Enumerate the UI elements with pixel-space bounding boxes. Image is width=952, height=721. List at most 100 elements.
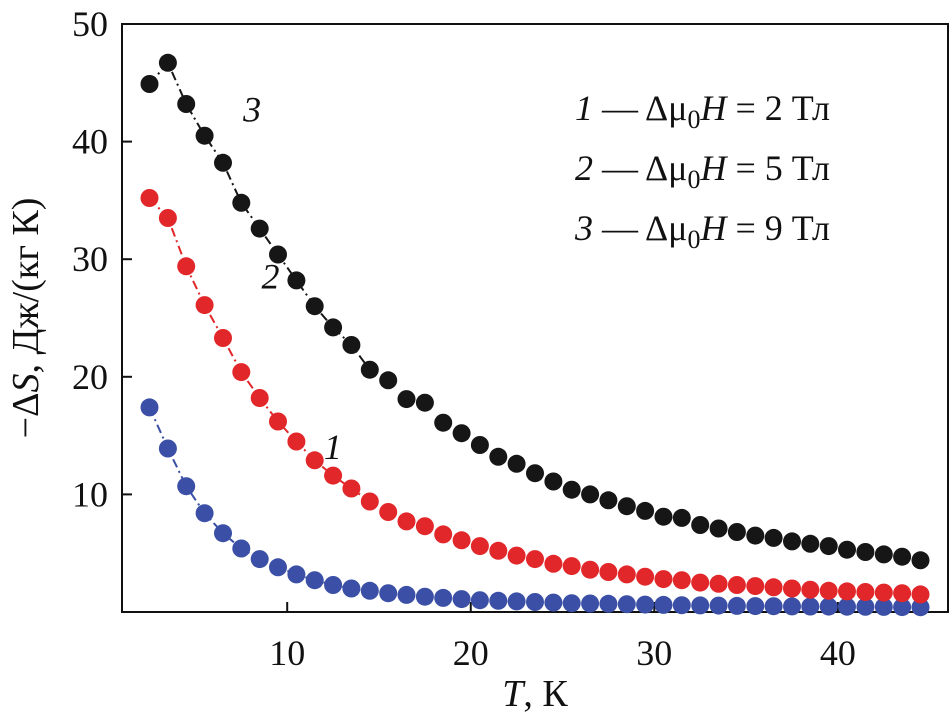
series-3-point: [856, 543, 875, 561]
series-2-point: [654, 570, 673, 589]
series-2-point: [764, 578, 783, 597]
series-3-point: [746, 526, 765, 545]
series-3-point: [470, 436, 489, 454]
series-3-point: [911, 551, 930, 570]
series-3-point: [489, 447, 508, 466]
curve-label-2: 2: [262, 257, 280, 297]
series-3-point: [434, 413, 453, 432]
series-1-point: [195, 504, 214, 523]
series-2-point: [250, 389, 269, 407]
series-3-point: [177, 95, 196, 113]
series-1-point: [544, 593, 563, 612]
series-1-point: [819, 597, 838, 616]
legend: 1 — Δμ0H = 2 Тл 2 — Δμ0H = 5 Тл 3 — Δμ0H…: [574, 88, 830, 254]
series-3-point: [415, 393, 434, 412]
series-2-point: [489, 541, 508, 560]
x-tick-label: 40: [820, 633, 856, 673]
series-2-point: [232, 363, 251, 382]
series-2: 2: [140, 189, 930, 604]
series-1-point: [801, 597, 820, 616]
series-3-point: [636, 501, 655, 520]
series-1-point: [581, 594, 600, 613]
y-tick-label: 20: [72, 357, 108, 397]
series-1-point: [452, 590, 471, 609]
series-3-point: [893, 547, 912, 566]
series-2-point: [158, 209, 177, 227]
series-3-point: [379, 371, 398, 390]
series-1-point: [379, 584, 398, 603]
series-1-point: [177, 477, 196, 496]
series-3-point: [232, 193, 251, 212]
series-2-point: [177, 257, 196, 276]
series-3-point: [838, 540, 856, 559]
series-1-point: [287, 565, 306, 584]
series-2-point: [874, 583, 893, 602]
series-1-point: [397, 585, 416, 604]
series-1-point: [636, 595, 655, 614]
series-3-point: [250, 219, 269, 238]
series-2-point: [617, 565, 636, 584]
series-3-point: [140, 75, 159, 93]
series-1-point: [874, 597, 893, 616]
series-3-point: [452, 424, 471, 443]
series-3-point: [507, 454, 526, 473]
series-1-point: [746, 597, 765, 616]
y-tick-label: 50: [72, 4, 108, 44]
series-3-point: [617, 497, 636, 516]
series-3-point: [819, 537, 838, 556]
series-1-point: [415, 587, 434, 606]
plot-frame: [121, 23, 949, 613]
series-2-point: [709, 574, 728, 593]
series-2-point: [838, 582, 856, 601]
series-1-point: [269, 558, 287, 577]
series-3-point: [654, 507, 673, 526]
y-axis-title: −ΔS, Дж/(кг К): [5, 198, 47, 439]
series-2-point: [507, 546, 526, 565]
series-2-point: [195, 296, 214, 315]
series-1-point: [911, 598, 930, 617]
series-1-point: [562, 594, 581, 613]
series-3-point: [783, 532, 801, 551]
series-2-point: [801, 580, 820, 599]
series-3-point: [709, 519, 728, 538]
series-2-point: [342, 479, 361, 498]
series-3-point: [562, 480, 581, 499]
series-1: 1: [140, 398, 930, 617]
series-1-point: [856, 597, 875, 616]
series-layer: 1 2 3: [140, 53, 930, 617]
series-3-point: [360, 360, 379, 379]
series-2-point: [305, 451, 324, 470]
series-1-point: [470, 591, 489, 610]
series-1-point: [250, 550, 269, 569]
legend-entry-2: 2 — Δμ0H = 5 Тл: [575, 148, 830, 194]
series-2-point: [360, 492, 379, 511]
series-3-point: [599, 491, 618, 510]
series-2-point: [856, 583, 875, 601]
series-1-point: [489, 591, 508, 610]
series-1-point: [140, 398, 159, 417]
series-2-point: [746, 577, 765, 596]
series-2-point: [415, 517, 434, 536]
series-2-point: [324, 466, 343, 485]
x-tick-label: 20: [453, 633, 489, 673]
series-1-point: [672, 596, 691, 615]
series-3-point: [691, 516, 710, 534]
series-2-point: [287, 432, 306, 451]
series-1-point: [599, 594, 618, 613]
series-1-point: [691, 596, 710, 615]
series-1-point: [305, 571, 324, 590]
series-2-point: [727, 576, 746, 594]
series-3-point: [764, 528, 783, 547]
series-1-point: [324, 576, 343, 594]
series-2-point: [581, 560, 600, 579]
series-2-point: [819, 581, 838, 600]
series-1-point: [654, 595, 673, 614]
series-3-point: [214, 153, 232, 172]
series-1-point: [783, 597, 801, 616]
series-2-point: [269, 412, 287, 431]
curve-label-1: 1: [324, 427, 342, 467]
series-3-point: [397, 390, 416, 409]
series-1-point: [727, 596, 746, 615]
series-3-point: [305, 297, 324, 316]
